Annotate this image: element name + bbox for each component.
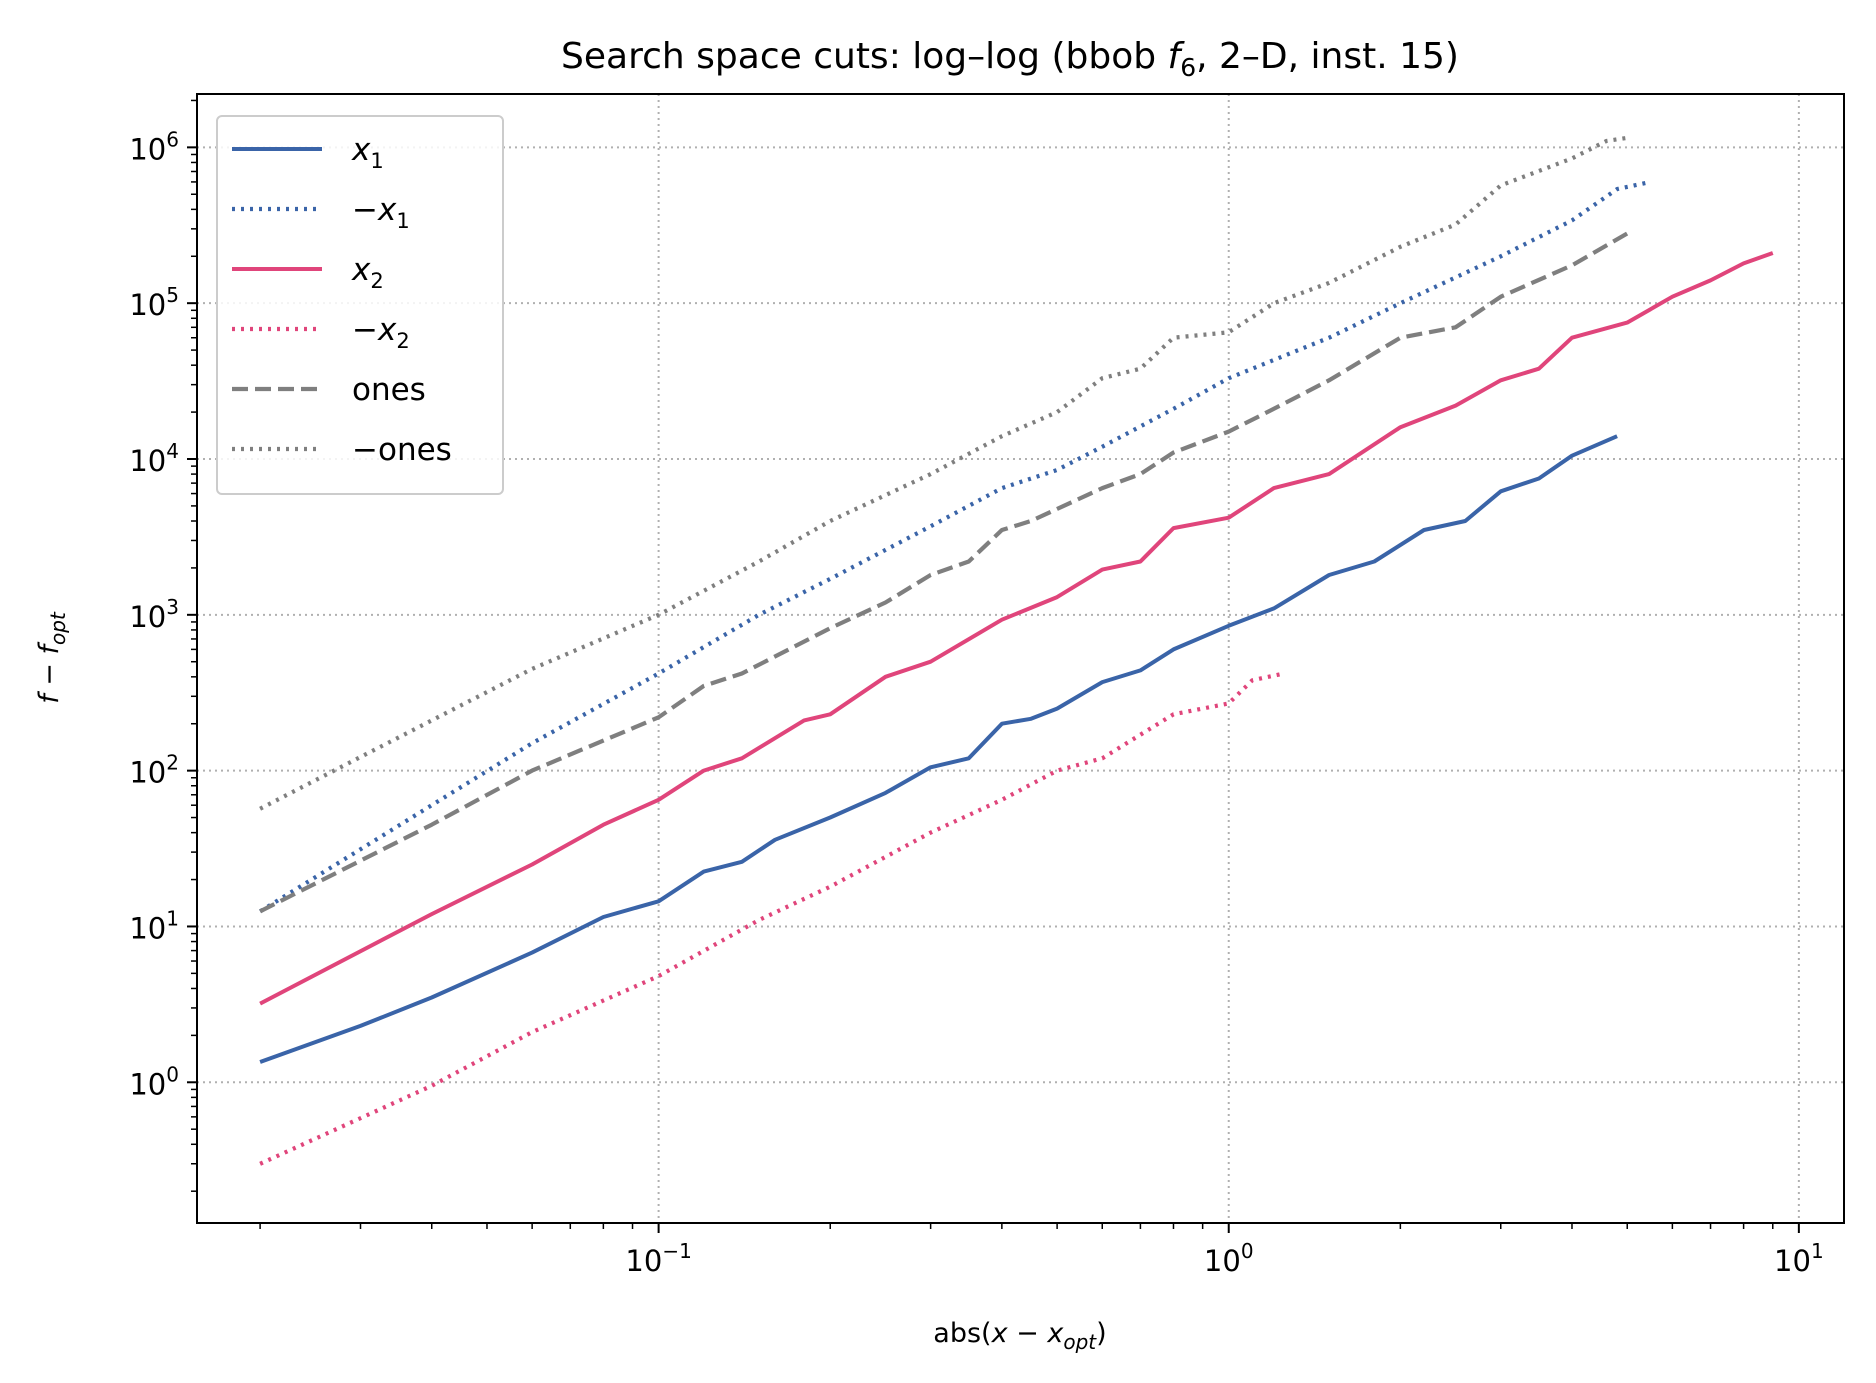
series-layer — [258, 135, 1774, 1166]
plot-frame — [196, 93, 1845, 1224]
y-tick-label: 101 — [129, 906, 179, 945]
x-tick-label: 101 — [1774, 1239, 1824, 1278]
x-tick-label: 100 — [1204, 1239, 1254, 1278]
legend-label: x2 — [351, 252, 384, 293]
series-line-3 — [259, 251, 1774, 1006]
legend-label: −ones — [352, 432, 452, 468]
y-tick-label: 102 — [129, 751, 179, 790]
chart-title: Search space cuts: log–log (bbob f6, 2–D… — [561, 36, 1459, 82]
series-line-6 — [259, 135, 1628, 811]
y-tick-label: 100 — [129, 1062, 179, 1101]
y-tick-label: 104 — [129, 439, 179, 478]
x-tick-label: 10−1 — [625, 1239, 691, 1278]
legend-label: x1 — [351, 132, 384, 173]
y-tick-label: 105 — [129, 283, 179, 322]
y-tick-label: 106 — [129, 127, 179, 166]
series-line-2 — [258, 179, 1652, 914]
series-line-5 — [259, 231, 1629, 914]
legend: x1 −x1 x2 −x2 ones −ones — [216, 115, 504, 495]
legend-label: ones — [352, 372, 426, 408]
y-tick-label: 103 — [129, 595, 179, 634]
legend-label: −x2 — [352, 312, 410, 353]
x-axis-label: abs(x − xopt) — [933, 1318, 1106, 1354]
legend-label: −x1 — [352, 192, 410, 233]
grid — [197, 94, 1844, 1223]
y-axis-label: f − fopt — [34, 611, 70, 704]
series-line-1 — [259, 434, 1618, 1064]
axes: 10−1 100 101 100 101 102 103 104 105 106 — [129, 99, 1824, 1278]
